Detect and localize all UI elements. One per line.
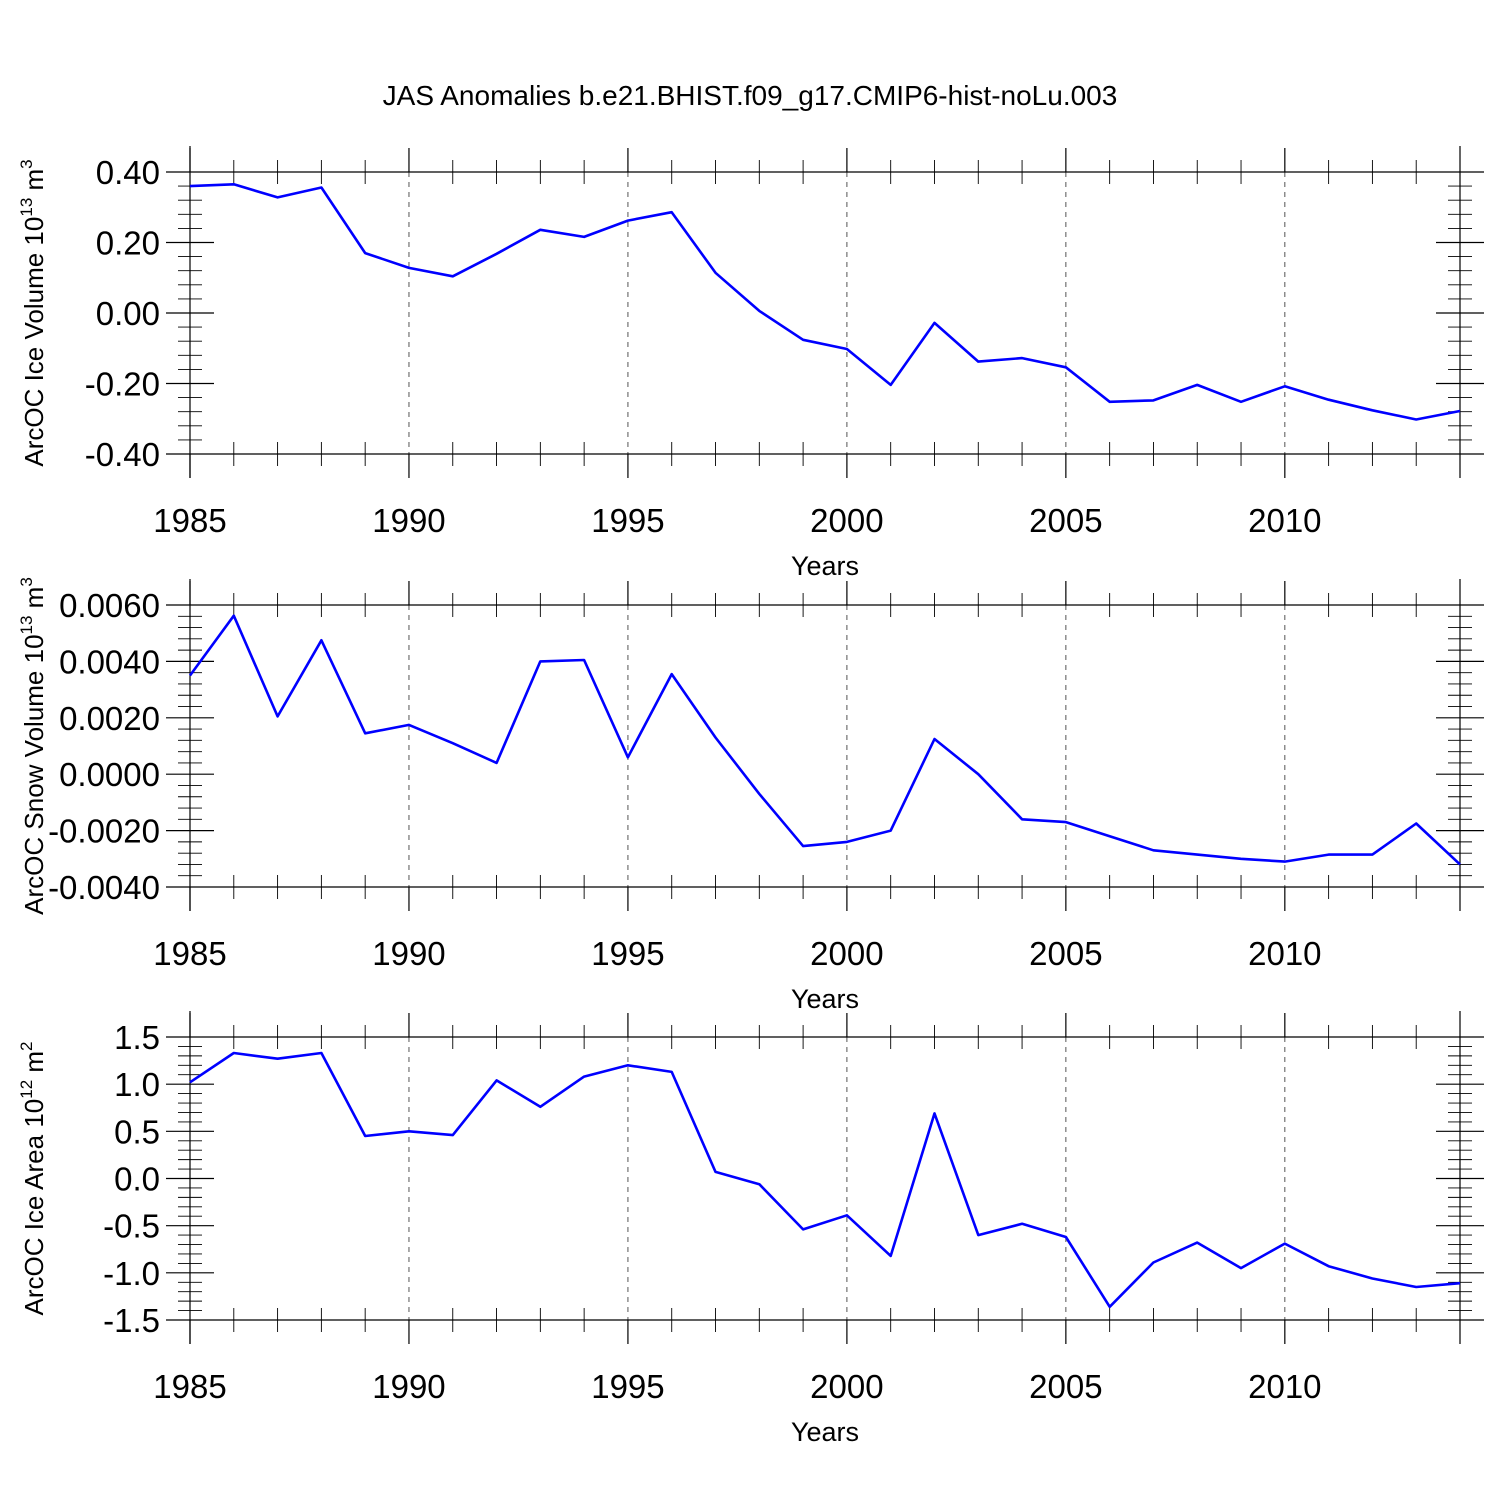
- y-tick-label: 0.0020: [59, 700, 160, 737]
- series-line-1: [189, 1051, 1461, 1309]
- y-tick-label: 0.0060: [59, 587, 160, 624]
- y-tick-label: 0.0: [114, 1161, 160, 1198]
- figure-title: JAS Anomalies b.e21.BHIST.f09_g17.CMIP6-…: [383, 80, 1118, 111]
- y-axis-label: ArcOC Snow Volume 1013 m3: [17, 577, 49, 915]
- x-tick-label: 2000: [810, 502, 883, 539]
- x-tick-label: 2005: [1029, 1368, 1102, 1405]
- y-tick-label: -0.0020: [48, 813, 160, 850]
- x-tick-label: 1990: [372, 502, 445, 539]
- y-tick-label: 0.40: [96, 154, 160, 191]
- y-tick-label: 0.5: [114, 1113, 160, 1150]
- x-tick-label: 1985: [153, 1368, 226, 1405]
- x-tick-label: 2010: [1248, 935, 1321, 972]
- y-axis-label: ArcOC Ice Area 1012 m2: [17, 1041, 49, 1315]
- chart-panel-1: -0.40 -0.20 0.00 0.20 0.40 1985 1990 1995 2000 20…: [17, 146, 1484, 581]
- x-tick-label: 1995: [591, 502, 664, 539]
- y-tick-label: 0.0000: [59, 756, 160, 793]
- x-tick-label: 2000: [810, 1368, 883, 1405]
- x-axis-label: Years: [791, 1417, 859, 1447]
- y-tick-label: -0.20: [85, 366, 160, 403]
- x-tick-label: 1990: [372, 935, 445, 972]
- y-tick-label: 1.5: [114, 1019, 160, 1056]
- chart-panel-2: -0.0040 -0.0020 0.0000 0.0020 0.0040 0.0060 19…: [17, 577, 1484, 1014]
- x-tick-label: 2005: [1029, 935, 1102, 972]
- x-tick-label: 2010: [1248, 502, 1321, 539]
- x-tick-label: 1990: [372, 1368, 445, 1405]
- x-tick-label: 2000: [810, 935, 883, 972]
- y-tick-label: 0.20: [96, 225, 160, 262]
- y-tick-label: -1.5: [103, 1302, 160, 1339]
- series-line-1: [189, 183, 1461, 421]
- x-tick-label: 1995: [591, 935, 664, 972]
- y-tick-label: -0.40: [85, 436, 160, 473]
- y-tick-label: -0.0040: [48, 869, 160, 906]
- y-tick-label: 1.0: [114, 1066, 160, 1103]
- chart-panel-3: -1.5 -1.0 -0.5 0.0 0.5 1.0 1.5 1985 1990 1995 2000…: [17, 1011, 1484, 1447]
- series-line-1: [188, 614, 1461, 866]
- x-axis-label: Years: [791, 984, 859, 1014]
- y-tick-label: 0.00: [96, 295, 160, 332]
- y-tick-label: -1.0: [103, 1255, 160, 1292]
- y-tick-label: 0.0040: [59, 643, 160, 680]
- x-tick-label: 2010: [1248, 1368, 1321, 1405]
- x-tick-label: 1995: [591, 1368, 664, 1405]
- x-tick-label: 1985: [153, 502, 226, 539]
- y-tick-label: -0.5: [103, 1208, 160, 1245]
- y-axis-label: ArcOC Ice Volume 1013 m3: [17, 159, 49, 466]
- x-tick-label: 2005: [1029, 502, 1102, 539]
- x-axis-label: Years: [791, 551, 859, 581]
- x-tick-label: 1985: [153, 935, 226, 972]
